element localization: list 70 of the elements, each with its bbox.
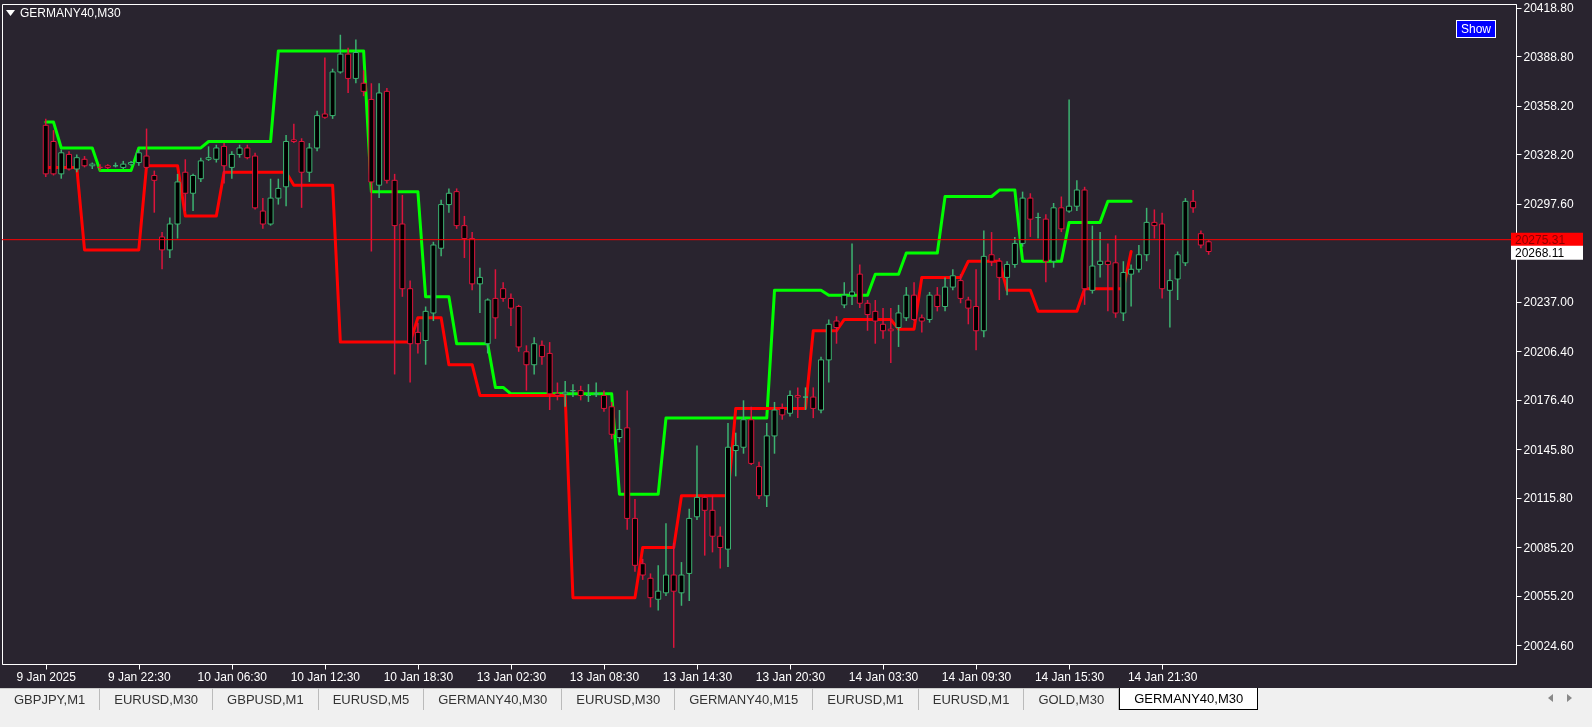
line-series <box>44 49 1133 496</box>
candlestick <box>66 150 73 172</box>
candlestick <box>221 142 228 185</box>
candlestick <box>810 386 817 419</box>
text: GBPUSD,M1 <box>213 688 319 710</box>
candlestick <box>662 522 669 597</box>
candlestick <box>802 386 809 411</box>
candlestick <box>538 339 545 366</box>
candlestick <box>190 173 197 212</box>
candlestick <box>593 381 600 398</box>
text: EURUSD,M1 <box>918 688 1025 710</box>
y-tick-label: 20115.80 <box>1523 491 1573 506</box>
y-tick-label: 20358.20 <box>1523 99 1574 114</box>
text: EURUSD,M30 <box>562 688 676 710</box>
text: GERMANY40,M30 <box>424 688 563 710</box>
text: EURUSD,M1 <box>813 688 919 710</box>
candlestick <box>794 386 801 419</box>
candlestick <box>942 276 949 313</box>
candlestick <box>787 389 794 418</box>
text: GBPJPY,M1 <box>0 688 101 710</box>
candlestick <box>507 292 514 327</box>
candlestick <box>1097 231 1104 279</box>
x-tick-label: 13 Jan 02:30 <box>476 669 547 684</box>
candlestick <box>159 231 166 271</box>
text: 20268.11 <box>1515 245 1565 260</box>
y-tick-label: 20206.40 <box>1523 344 1574 359</box>
text: EURUSD,M30 <box>100 688 214 710</box>
candlestick <box>151 169 158 214</box>
ref-line-label: 20275.31 <box>1515 232 1566 247</box>
x-tick-label: 14 Jan 21:30 <box>1127 669 1198 684</box>
text: GERMANY40,M15 <box>675 688 814 710</box>
chart-title: GERMANY40,M30 <box>20 6 121 20</box>
candlestick <box>1004 260 1011 296</box>
candlestick <box>841 281 848 309</box>
text: GERMANY40,M30 <box>1119 688 1259 710</box>
candlestick <box>639 558 646 581</box>
text: Show <box>1456 20 1497 38</box>
y-tick-label: 20297.60 <box>1523 197 1574 212</box>
y-tick-label: 20237.00 <box>1523 295 1574 310</box>
x-tick-label: 14 Jan 15:30 <box>1034 669 1105 684</box>
candlestick <box>476 266 483 314</box>
x-tick-label: 13 Jan 14:30 <box>662 669 733 684</box>
candlestick <box>965 296 972 326</box>
x-tick-label: 9 Jan 22:30 <box>107 669 171 684</box>
candlestick <box>360 69 367 97</box>
x-tick-label: 9 Jan 2025 <box>16 669 77 684</box>
x-tick-label: 10 Jan 18:30 <box>383 669 454 684</box>
x-tick-label: 14 Jan 03:30 <box>848 669 919 684</box>
y-tick-label: 20055.20 <box>1523 589 1574 604</box>
candlestick <box>849 242 856 306</box>
text: GOLD,M30 <box>1024 688 1120 710</box>
y-tick-label: 20388.80 <box>1523 49 1574 64</box>
candlestick <box>197 156 204 183</box>
x-tick-label: 13 Jan 20:30 <box>755 669 826 684</box>
candlestick <box>887 307 894 364</box>
candlestick <box>1166 268 1173 329</box>
candlestick <box>693 444 700 521</box>
y-tick-label: 20024.60 <box>1523 638 1574 653</box>
y-tick-label: 20418.80 <box>1523 1 1574 16</box>
candlestick <box>880 307 887 340</box>
y-tick-label: 20085.20 <box>1523 540 1574 555</box>
x-tick-label: 14 Jan 09:30 <box>941 669 1012 684</box>
text: EURUSD,M5 <box>318 688 425 710</box>
y-tick-label: 20176.40 <box>1523 393 1574 408</box>
x-tick-label: 10 Jan 06:30 <box>197 669 268 684</box>
x-tick-label: 10 Jan 12:30 <box>290 669 361 684</box>
x-tick-label: 13 Jan 08:30 <box>569 669 640 684</box>
y-tick-label: 20145.80 <box>1523 442 1574 457</box>
y-tick-label: 20328.20 <box>1523 147 1574 162</box>
candlestick <box>600 389 607 413</box>
